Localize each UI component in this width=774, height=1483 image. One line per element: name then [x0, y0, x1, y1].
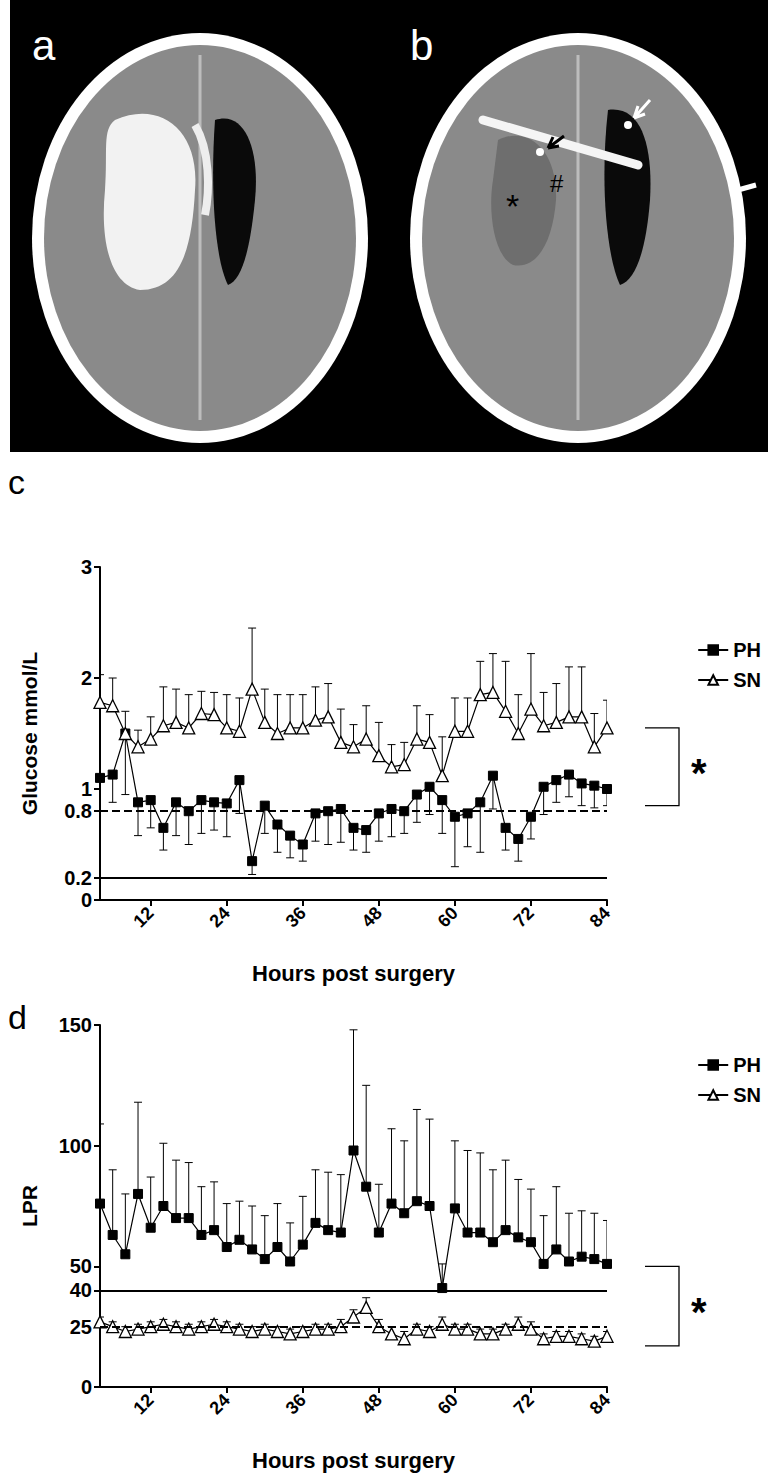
svg-text:72: 72 [510, 903, 538, 931]
svg-text:PH: PH [733, 1054, 761, 1076]
svg-text:25: 25 [70, 1316, 92, 1338]
svg-text:Glucose mmol/L: Glucose mmol/L [18, 652, 41, 816]
svg-text:72: 72 [510, 1390, 538, 1418]
svg-text:84: 84 [586, 903, 614, 931]
svg-text:2: 2 [81, 667, 92, 689]
html-text:d: d [8, 998, 27, 1036]
svg-text:12: 12 [129, 903, 157, 931]
svg-text:150: 150 [59, 1014, 92, 1036]
svg-text:48: 48 [358, 903, 386, 931]
svg-text:Hours post surgery: Hours post surgery [252, 961, 456, 986]
svg-text:1: 1 [81, 778, 92, 800]
svg-text:24: 24 [206, 1390, 234, 1418]
svg-text:3: 3 [81, 556, 92, 578]
svg-text:PH: PH [733, 639, 761, 661]
svg-text:36: 36 [282, 903, 310, 931]
svg-text:100: 100 [59, 1135, 92, 1157]
svg-text:50: 50 [70, 1255, 92, 1277]
svg-text:48: 48 [358, 1390, 386, 1418]
svg-text:60: 60 [434, 903, 462, 931]
svg-text:#: # [550, 170, 564, 197]
svg-text:0: 0 [81, 1376, 92, 1398]
svg-text:Hours post surgery: Hours post surgery [252, 1448, 456, 1473]
svg-text:a: a [32, 22, 56, 69]
svg-text:*: * [506, 187, 519, 225]
svg-text:24: 24 [206, 903, 234, 931]
svg-text:SN: SN [733, 1084, 761, 1106]
svg-text:0: 0 [81, 889, 92, 911]
svg-text:36: 36 [282, 1390, 310, 1418]
html-text:c: c [8, 463, 25, 501]
svg-text:0.8: 0.8 [64, 800, 92, 822]
svg-text:SN: SN [733, 669, 761, 691]
svg-text:84: 84 [586, 1390, 614, 1418]
svg-text:*: * [691, 751, 707, 795]
svg-text:0.2: 0.2 [64, 867, 92, 889]
svg-text:LPR: LPR [18, 1185, 41, 1227]
svg-text:*: * [691, 1290, 707, 1334]
svg-text:40: 40 [70, 1279, 92, 1301]
svg-text:60: 60 [434, 1390, 462, 1418]
svg-text:12: 12 [129, 1390, 157, 1418]
svg-text:b: b [410, 22, 433, 69]
